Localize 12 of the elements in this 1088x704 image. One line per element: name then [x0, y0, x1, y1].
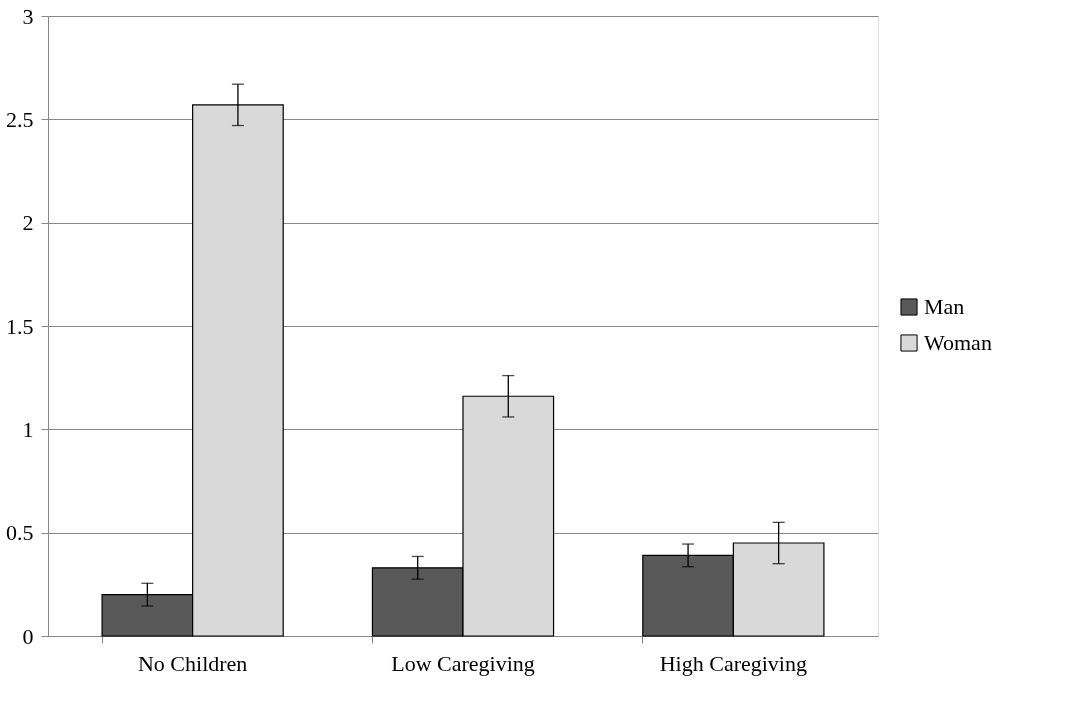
x-tick-label: High Caregiving: [659, 650, 807, 676]
y-tick-label: 0.5: [6, 520, 34, 546]
y-tick-label: 2: [22, 210, 34, 236]
x-tick-label: No Children: [137, 650, 248, 676]
legend-label: Man: [924, 294, 965, 319]
y-tick-label: 3: [22, 3, 34, 29]
y-tick-label: 0: [22, 623, 34, 649]
legend-label: Woman: [924, 330, 992, 355]
y-tick-label: 1.5: [6, 313, 34, 339]
x-tick-label: Low Caregiving: [391, 650, 535, 676]
y-tick-label: 2.5: [6, 106, 34, 132]
y-tick-label: 1: [22, 416, 34, 442]
